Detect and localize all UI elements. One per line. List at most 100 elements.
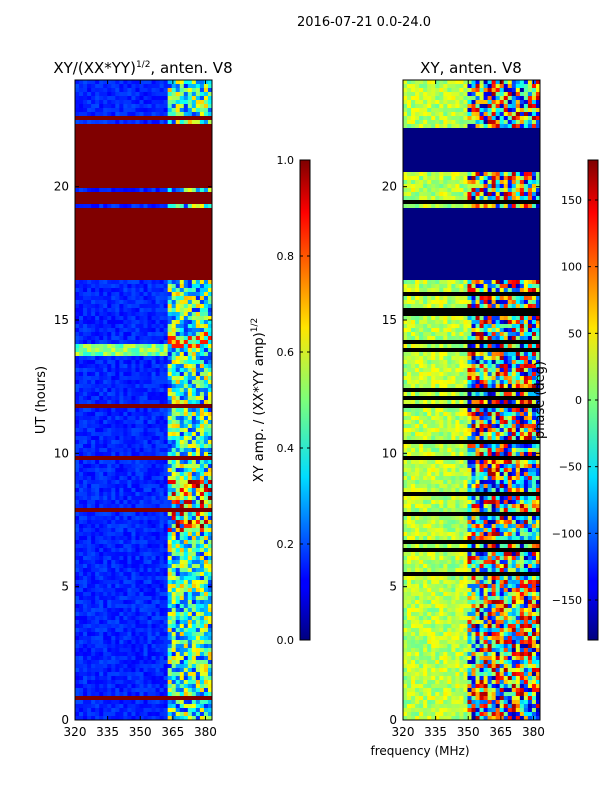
amp-cell: [167, 388, 173, 393]
amp-cell: [123, 652, 128, 657]
amp-cell: [187, 216, 193, 221]
amp-cell: [175, 436, 181, 441]
amp-cell: [127, 416, 133, 421]
amp-cell: [147, 344, 153, 349]
amp-cell: [179, 624, 185, 629]
amp-cell: [203, 496, 209, 501]
amp-cell: [95, 264, 100, 269]
amp-cell: [163, 120, 169, 125]
amp-cell: [91, 636, 96, 641]
amp-cell: [75, 592, 80, 597]
amp-cell: [75, 536, 80, 541]
amp-cell: [199, 220, 205, 225]
amp-cell: [135, 88, 141, 93]
amp-cell: [203, 128, 209, 133]
amp-cell: [159, 320, 165, 325]
amp-cell: [143, 228, 149, 233]
amp-cell: [107, 208, 112, 213]
amp-cell: [111, 648, 116, 653]
amp-cell: [163, 260, 169, 265]
amp-cell: [75, 116, 80, 121]
amp-cell: [175, 404, 181, 409]
amp-cell: [163, 456, 169, 461]
amp-cell: [119, 480, 124, 485]
amp-cell: [99, 404, 104, 409]
amp-cell: [107, 512, 112, 517]
amp-cell: [195, 272, 201, 277]
amp-cell: [167, 192, 173, 197]
amp-cell: [79, 312, 84, 317]
amp-cell: [79, 120, 84, 125]
amp-cell: [183, 456, 189, 461]
amp-cell: [171, 604, 177, 609]
amp-cell: [167, 636, 173, 641]
amp-cell: [127, 584, 133, 589]
amp-cell: [99, 280, 104, 285]
amp-cell: [111, 528, 116, 533]
amp-cell: [91, 132, 96, 137]
amp-cell: [103, 176, 108, 181]
amp-cell: [187, 404, 193, 409]
amp-cell: [207, 488, 212, 493]
amp-cell: [79, 472, 84, 477]
amp-cell: [159, 176, 165, 181]
amp-cell: [195, 80, 201, 85]
amp-cell: [111, 624, 116, 629]
amp-cell: [115, 544, 120, 549]
amp-cell: [199, 512, 205, 517]
amp-cell: [103, 236, 108, 241]
amp-cell: [155, 420, 161, 425]
amp-cell: [195, 640, 201, 645]
amp-cell: [175, 380, 181, 385]
amp-cell: [75, 144, 80, 149]
amp-cell: [135, 176, 141, 181]
amp-cell: [199, 96, 205, 101]
amp-cell: [119, 376, 124, 381]
amp-cell: [119, 172, 124, 177]
amp-cell: [123, 456, 128, 461]
amp-cell: [183, 584, 189, 589]
amp-cell: [167, 340, 173, 345]
amp-cell: [107, 560, 112, 565]
amp-cell: [127, 256, 133, 261]
amp-cell: [119, 368, 124, 373]
amp-cell: [107, 172, 112, 177]
amp-cell: [119, 188, 124, 193]
amp-cell: [183, 640, 189, 645]
amp-cell: [183, 244, 189, 249]
amp-cell: [151, 92, 157, 97]
amp-cell: [115, 352, 120, 357]
amp-cell: [127, 396, 133, 401]
amp-cell: [91, 392, 96, 397]
amp-cell: [143, 456, 149, 461]
amp-cell: [143, 356, 149, 361]
amp-cell: [179, 364, 185, 369]
amp-cell: [79, 416, 84, 421]
amp-cell: [99, 428, 104, 433]
amp-cell: [115, 332, 120, 337]
amp-cell: [151, 352, 157, 357]
amp-cell: [119, 604, 124, 609]
amp-cell: [143, 416, 149, 421]
amp-cell: [103, 488, 108, 493]
amp-cell: [115, 168, 120, 173]
amp-cell: [119, 448, 124, 453]
amp-cell: [163, 284, 169, 289]
amp-cell: [135, 436, 141, 441]
amp-cell: [83, 196, 88, 201]
amp-cell: [151, 212, 157, 217]
amp-cell: [135, 396, 141, 401]
amp-cell: [183, 516, 189, 521]
amp-cell: [131, 288, 137, 293]
amp-cell: [155, 532, 161, 537]
amp-cell: [103, 356, 108, 361]
amp-cell: [99, 532, 104, 537]
amp-cell: [175, 536, 181, 541]
amp-cell: [91, 564, 96, 569]
amp-cell: [207, 472, 212, 477]
amp-cell: [159, 140, 165, 145]
amp-cell: [183, 508, 189, 513]
amp-cell: [167, 244, 173, 249]
amp-cell: [127, 548, 133, 553]
amp-cell: [179, 340, 185, 345]
